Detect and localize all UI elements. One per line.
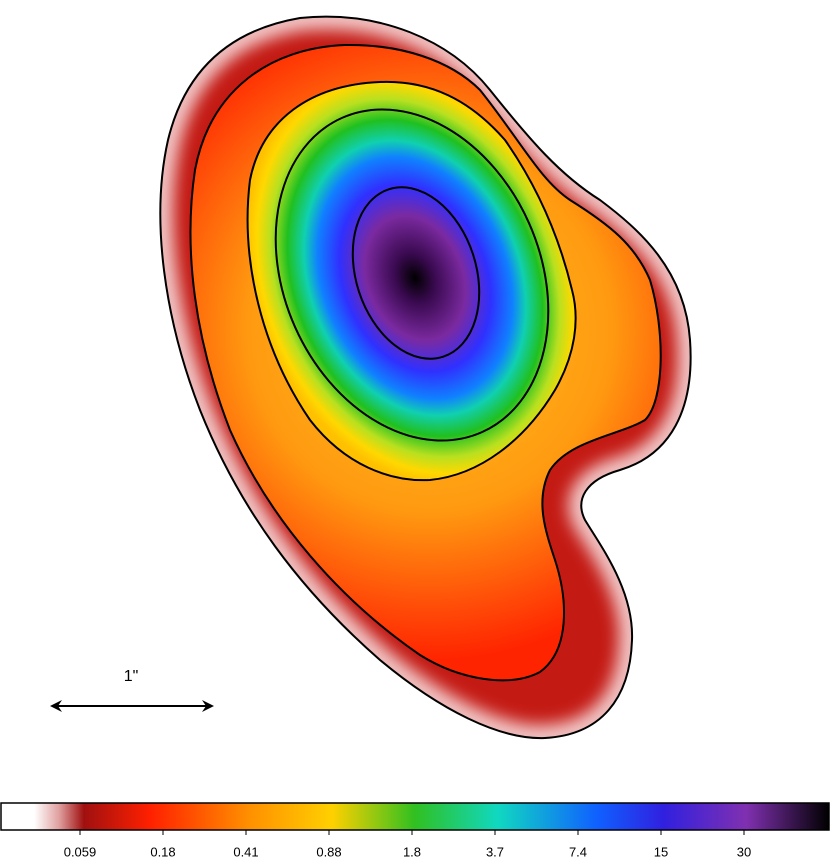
scale-bar-label: 1" — [124, 668, 139, 685]
colorbar-tick-label: 15 — [654, 844, 668, 859]
colorbar-tick-label: 0.88 — [316, 844, 341, 859]
colorbar-tick-label: 0.059 — [64, 844, 97, 859]
colorbar-tick-label: 7.4 — [569, 844, 587, 859]
emission-map — [159, 15, 692, 740]
outer-contour-line — [159, 15, 692, 740]
contour-line — [189, 43, 662, 682]
colorbar — [0, 802, 830, 831]
colorbar-tick-label: 0.18 — [150, 844, 175, 859]
contour-line — [246, 80, 577, 482]
colorbar-tick-label: 0.41 — [233, 844, 258, 859]
colorbar-tick-label: 30 — [737, 844, 751, 859]
scale-bar: 1" — [50, 668, 214, 712]
contour-line — [274, 108, 550, 442]
colorbar-tick-label: 3.7 — [486, 844, 504, 859]
colorbar-tick-label: 1.8 — [403, 844, 421, 859]
contour-line — [351, 186, 481, 360]
